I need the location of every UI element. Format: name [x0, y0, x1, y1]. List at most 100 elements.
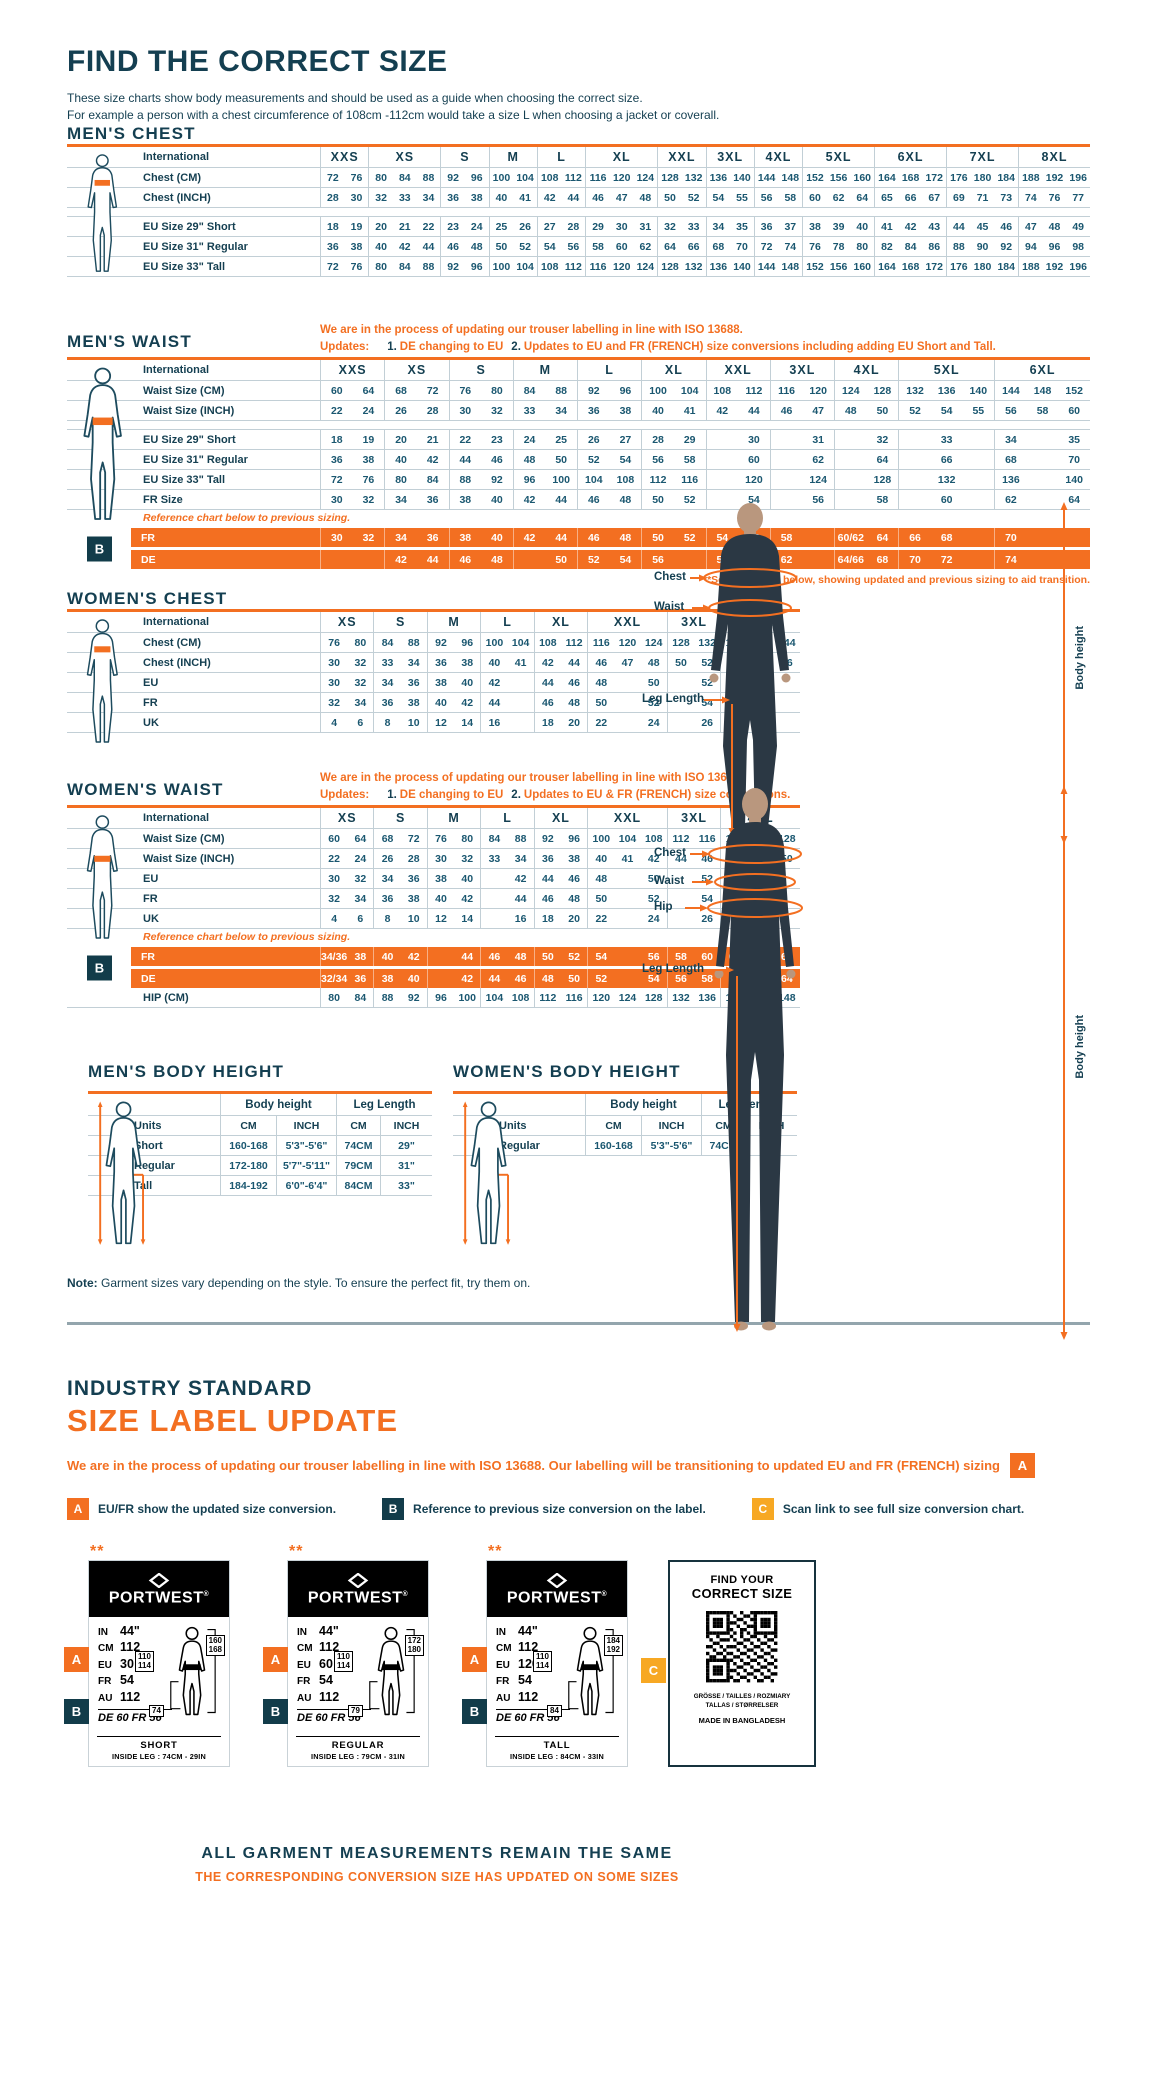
size-cell: 124 [769, 470, 834, 489]
size-cell: 72 74 [753, 237, 802, 256]
size-cell: 52 54 [577, 450, 641, 469]
size-cell: 18 20 [533, 713, 587, 732]
size-cell: 52 54 [577, 550, 641, 569]
size-cell: 38 40 [448, 528, 513, 547]
table-row: EU30323436384042444648505254 [67, 673, 800, 693]
size-value: 48 [595, 872, 608, 885]
size-value: 64 [876, 453, 889, 466]
size-cell: 100 104 [480, 633, 533, 652]
languages-line-2: TALLAS / STØRRELSER [705, 1701, 779, 1709]
size-cell: 128 132 [657, 257, 705, 276]
mens-chest-table: International XXS XS S M L XL XXL 3XL 4XL 5XL 6XL 7X… [67, 144, 1090, 277]
size-value: 52 [701, 872, 714, 885]
size-cell: 50 52 [533, 947, 587, 966]
size-conversion-row: AU 112 [297, 1689, 340, 1704]
size-column-header: 6XL [874, 147, 946, 167]
size-value: 38 [470, 191, 483, 204]
size-value: 33 [523, 404, 536, 417]
size-cell: 56 58 [641, 450, 705, 469]
size-column-header: M [488, 147, 537, 167]
size-cell: 40 41 42 [587, 849, 667, 868]
size-cell: 96 100 [426, 988, 480, 1007]
size-value: 36 [587, 404, 600, 417]
size-value: 60 [809, 191, 821, 204]
size-value: 50 [568, 972, 580, 985]
size-value: 50 [876, 404, 889, 417]
size-cell: 36 38 [533, 849, 587, 868]
size-value: 68 [712, 240, 725, 253]
badge-b: B [382, 1498, 405, 1520]
update-intro: We are in the process of updating our tr… [67, 1453, 1090, 1478]
size-cell: 50 52 [587, 693, 667, 712]
size-value: 46 [568, 872, 580, 885]
size-value: 47 [615, 191, 628, 204]
size-cell: 22 23 [448, 430, 513, 449]
size-cell: 58 [834, 490, 898, 509]
size-cell: 144 148 152 [994, 381, 1090, 400]
figure-icon [86, 815, 118, 939]
size-value: 80 [491, 384, 503, 397]
size-cell: 60 [705, 450, 770, 469]
size-value: 96 [470, 171, 483, 184]
size-cell: 108 112 [536, 257, 585, 276]
size-value: 152 [806, 171, 824, 184]
size-cell: 44 [480, 693, 533, 712]
size-value: 30 [435, 852, 447, 865]
fit-value: 84CM [336, 1176, 380, 1195]
size-cell: 76 80 [426, 829, 480, 848]
size-value: 36 [407, 872, 420, 885]
size-value: 60 [940, 493, 953, 506]
size-cell: 34 35 [705, 217, 754, 236]
unit-header: INCH [380, 1116, 432, 1135]
badge-c: C [641, 1658, 666, 1683]
size-cell: 44 46 [533, 869, 587, 888]
size-value: 112 [745, 384, 763, 397]
size-value: 22 [422, 220, 435, 233]
iso-note: We are in the process of updating our tr… [320, 324, 743, 336]
size-value: 76 [362, 473, 375, 486]
size-value: 76 [435, 832, 447, 845]
size-cell: 80 84 88 [368, 168, 440, 187]
size-value: 34 [354, 696, 367, 709]
size-value: 136 [698, 991, 716, 1004]
size-cell: 46 47 48 [587, 653, 667, 672]
size-value: 35 [736, 220, 748, 233]
size-value: 62 [1005, 493, 1017, 506]
table-gap [67, 421, 1090, 430]
size-value: 38 [435, 872, 447, 885]
size-value: 44 [461, 950, 474, 963]
fit-value: 29" [380, 1136, 432, 1155]
size-value: 18 [542, 716, 554, 729]
size-value: 48 [514, 950, 527, 963]
size-cell: 23 24 [440, 217, 488, 236]
size-value: 40 [491, 493, 503, 506]
size-value: 176 [950, 260, 968, 273]
size-cell: 84 88 [512, 381, 577, 400]
size-value: 26 [587, 433, 600, 446]
size-value: 26 [381, 852, 394, 865]
size-cell: 42 44 [512, 490, 577, 509]
size-value: 100 [592, 832, 611, 845]
size-cell: 34 36 [384, 490, 448, 509]
size-value: 52 [909, 404, 921, 417]
legend-item: B Reference to previous size conversion o… [382, 1498, 706, 1520]
size-value: 192 [1045, 260, 1064, 273]
size-value: 73 [1000, 191, 1013, 204]
table-row: Chest (INCH) 28 30 32 33 34 36 38 40 41 42 44 46 47 48… [67, 188, 1090, 208]
size-cell: 112 116 [666, 829, 720, 848]
brand-name: PORTWEST® [108, 1589, 210, 1607]
female-hip-label: Hip [654, 901, 673, 913]
size-value: 136 [937, 384, 956, 397]
size-value: 88 [422, 260, 435, 273]
size-value: 38 [459, 493, 472, 506]
size-value: 92 [491, 473, 503, 486]
size-value: 40 [375, 240, 387, 253]
size-value: 32 [328, 696, 340, 709]
size-value: 48 [542, 972, 554, 985]
size-cell: 46 48 [577, 490, 641, 509]
size-value: 148 [781, 260, 800, 273]
mens-waist-header: MEN'S WAIST We are in the process of upd… [67, 313, 1090, 353]
size-value: 29 [683, 433, 696, 446]
size-value: 20 [395, 433, 407, 446]
table-header-row: International XXS XS S M L XL XXL 3XL 4XL 5XL 6XL [67, 360, 1090, 381]
